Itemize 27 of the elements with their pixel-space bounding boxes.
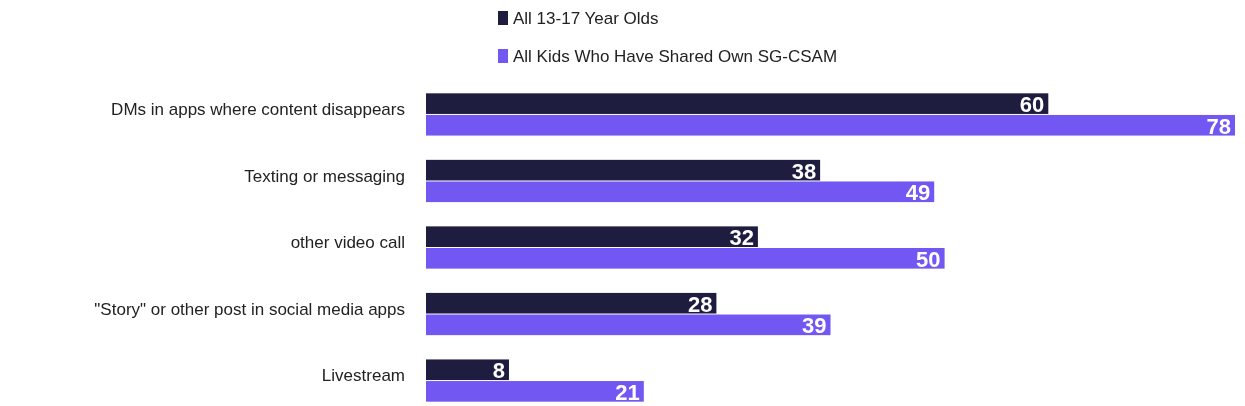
y-tick-label: Livestream (321, 366, 405, 386)
legend-label: All 13-17 Year Olds (513, 9, 659, 29)
y-tick-label: Texting or messaging (244, 166, 405, 186)
y-tick-label: "Story" or other post in social media apps (94, 299, 405, 319)
data-label: 32 (729, 225, 754, 251)
data-label: 28 (687, 291, 713, 317)
data-label: 50 (916, 246, 941, 272)
y-tick-label: DMs in apps where content disappears (111, 100, 405, 120)
data-label: 49 (905, 180, 931, 206)
data-label: 60 (1019, 92, 1045, 118)
bar (426, 248, 945, 269)
bar (426, 292, 717, 314)
data-label: 38 (791, 158, 817, 184)
legend-label: All Kids Who Have Shared Own SG-CSAM (513, 47, 838, 67)
data-label: 21 (615, 379, 640, 405)
bar (426, 314, 831, 336)
bar (426, 181, 935, 203)
bar (426, 114, 1235, 136)
bar (426, 93, 1049, 114)
bar (426, 226, 758, 247)
bar (426, 359, 509, 381)
data-label: 78 (1206, 113, 1231, 139)
y-tick-label: other video call (290, 233, 405, 253)
data-label: 8 (492, 358, 505, 384)
data-label: 39 (802, 313, 827, 339)
bar (426, 381, 644, 402)
bar (426, 159, 821, 181)
